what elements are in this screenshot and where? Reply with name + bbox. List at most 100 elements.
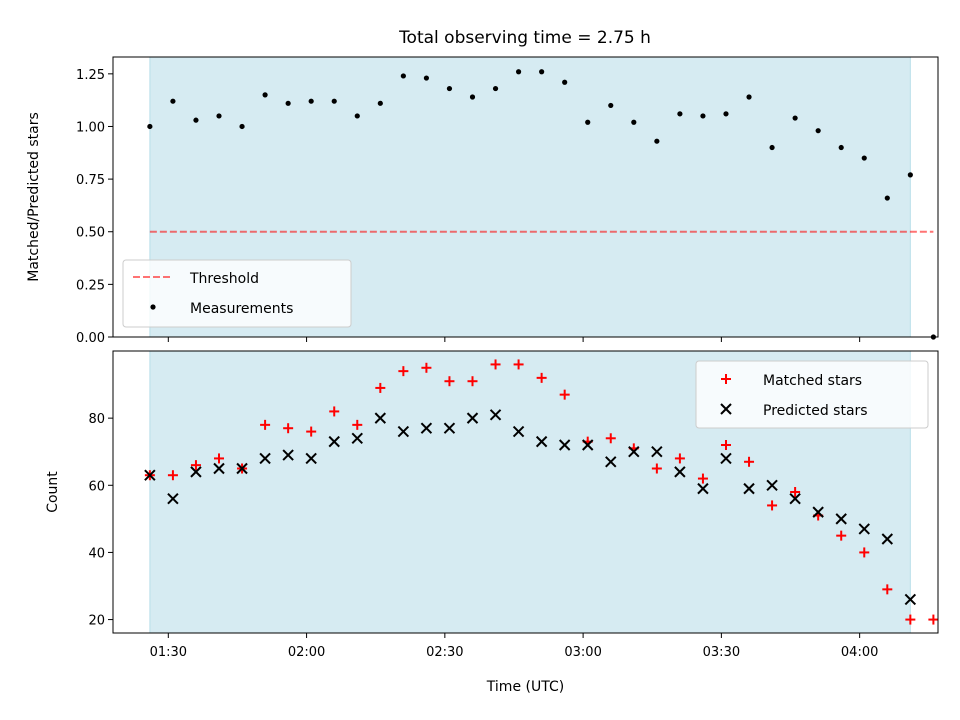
measurement-point [700,113,706,119]
predicted-star-point [743,482,755,495]
top-legend: Threshold Measurements [122,259,352,328]
bottom-frame [112,350,939,634]
x-tick-label: 03:30 [703,645,740,660]
x-tick-label: 03:00 [564,645,601,660]
measurement-point [308,98,314,104]
predicted-star-point [789,493,801,505]
predicted-star-point [420,422,433,434]
measurement-point [539,69,545,75]
matched-star-point [306,426,317,437]
x-tick-label: 01:30 [150,645,187,660]
bottom-y-axis: 20 40 60 80 [88,412,113,629]
predicted-star-point [328,435,340,448]
measurement-point [377,100,383,106]
measurement-point [792,115,798,121]
measurement-point [331,98,337,104]
predicted-star-point [535,435,548,448]
measurement-point [446,85,453,92]
predicted-star-point [628,446,640,458]
predicted-star-point [674,466,686,478]
predicted-star-point [282,449,294,461]
legend-predicted-marker [720,403,732,415]
matched-star-point [605,433,616,444]
top-y-axis-label: Matched/Predicted stars [26,112,42,282]
top-y-tick-label: 0.50 [76,226,105,241]
legend-predicted-label: Predicted stars [763,403,868,419]
matched-star-point [859,547,870,558]
top-y-tick-label: 0.25 [76,278,105,293]
measurement-point [838,144,844,151]
top-y-tick-label: 0.00 [76,331,105,346]
x-axis-label: Time (UTC) [486,679,564,695]
predicted-star-point [167,493,179,505]
predicted-star-point [904,593,917,606]
measurement-point [400,73,406,79]
predicted-star-point [466,412,479,424]
chart-title: Total observing time = 2.75 h [398,28,651,48]
bottom-legend-box [695,360,929,429]
bottom-y-tick-label: 80 [88,412,105,427]
measurement-points [147,69,936,340]
measurement-point [423,75,430,81]
predicted-star-point [374,412,387,424]
measurement-point [147,123,153,130]
predicted-star-point [190,466,202,478]
legend-matched-sample [721,374,731,384]
top-y-axis: 0.00 0.25 0.50 0.75 1.00 1.25 [76,68,113,346]
predicted-star-point [305,452,317,465]
predicted-star-point [351,432,363,444]
predicted-star-point [858,523,870,535]
bottom-y-axis-label: Count [45,471,61,513]
matched-star-point [283,423,294,434]
matched-star-point [559,389,570,400]
measurement-point [608,102,614,109]
measurement-point [631,119,637,125]
predicted-star-point [512,425,525,438]
measurement-point [285,100,291,106]
legend-measurements-label: Measurements [190,301,293,317]
top-panel: 0.00 0.25 0.50 0.75 1.00 1.25 Matched/Predict… [26,56,939,346]
matched-star-point [167,470,178,481]
matched-star-point [352,419,363,430]
legend-measurements-sample [150,304,156,310]
bottom-x-axis: 01:30 02:00 02:30 03:00 03:30 04:00 [150,633,878,660]
matched-star-point [767,500,778,511]
matched-star-point [790,487,801,497]
matched-star-point [744,456,755,467]
matched-star-point [720,440,731,450]
matched-star-point [905,614,916,625]
matched-star-point [260,419,271,430]
predicted-star-point [835,513,847,525]
matched-star-point [421,362,432,373]
measurement-point [585,119,591,125]
predicted-star-point [720,452,732,465]
bottom-y-tick-label: 20 [88,614,105,629]
legend-threshold-label: Threshold [189,271,259,287]
measurement-point [354,113,360,119]
predicted-star-point [582,439,594,451]
x-tick-label: 04:00 [841,645,878,660]
matched-star-point [697,473,708,484]
bottom-y-tick-label: 60 [88,479,105,494]
predicted-star-point [213,462,225,475]
x-tick-label: 02:00 [288,645,325,660]
measurement-point [861,155,867,161]
measurement-point [170,98,176,104]
matched-star-point [467,376,478,387]
predicted-star-point [144,469,156,481]
measurement-point [216,113,222,119]
measurement-point [239,123,245,130]
matched-star-point [674,453,685,464]
predicted-star-point [236,462,248,475]
bottom-y-tick-label: 40 [88,546,105,561]
predicted-star-point [558,439,571,451]
predicted-star-point [605,456,617,468]
legend-matched-marker [721,374,731,384]
matched-star-point [329,406,340,417]
matched-star-point [375,382,386,393]
matched-star-point [214,453,225,464]
x-tick-label: 02:30 [426,645,463,660]
top-legend-box [122,259,352,328]
